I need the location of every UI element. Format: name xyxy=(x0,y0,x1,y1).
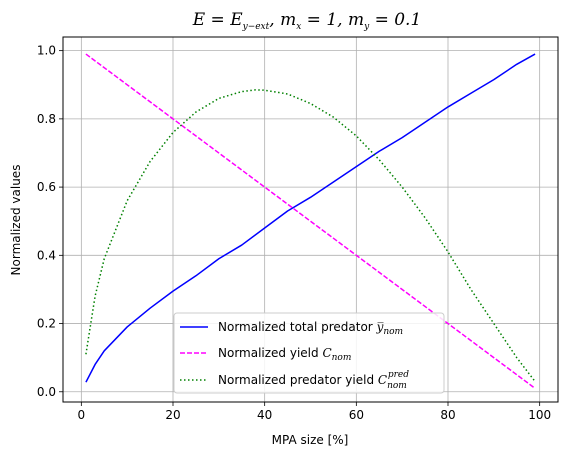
y-tick-label: 0.4 xyxy=(37,248,56,262)
grid xyxy=(63,37,558,402)
x-tick-label: 40 xyxy=(257,408,272,422)
x-tick-label: 60 xyxy=(349,408,364,422)
plot-frame xyxy=(62,36,559,403)
y-axis-label: Normalized values xyxy=(9,165,23,276)
y-tick-label: 1.0 xyxy=(37,44,56,58)
legend-label-yield: Normalized yield Cnom xyxy=(218,346,351,363)
x-axis-label: MPA size [%] xyxy=(272,433,349,447)
y-tick-label: 0.8 xyxy=(37,112,56,126)
legend: Normalized total predator y̅nom Normaliz… xyxy=(173,312,445,394)
legend-box xyxy=(173,312,445,394)
x-tick-label: 0 xyxy=(78,408,86,422)
legend-label-predator-yield: Normalized predator yield Cnompred xyxy=(218,370,409,391)
x-ticks: 0 20 40 60 80 100 xyxy=(78,402,551,422)
legend-label-total-predator: Normalized total predator y̅nom xyxy=(218,320,403,337)
y-ticks: 0.0 0.2 0.4 0.6 0.8 1.0 xyxy=(37,44,63,399)
x-tick-label: 20 xyxy=(165,408,180,422)
y-tick-label: 0.6 xyxy=(37,180,56,194)
x-tick-label: 80 xyxy=(440,408,455,422)
chart-title: E = Ey−ext, mx = 1, my = 0.1 xyxy=(192,10,422,32)
y-tick-label: 0.2 xyxy=(37,317,56,331)
series-total-predator xyxy=(85,53,536,383)
series-yield xyxy=(85,53,536,389)
y-tick-label: 0.0 xyxy=(37,385,56,399)
plot-lines xyxy=(85,53,536,389)
x-tick-label: 100 xyxy=(528,408,551,422)
